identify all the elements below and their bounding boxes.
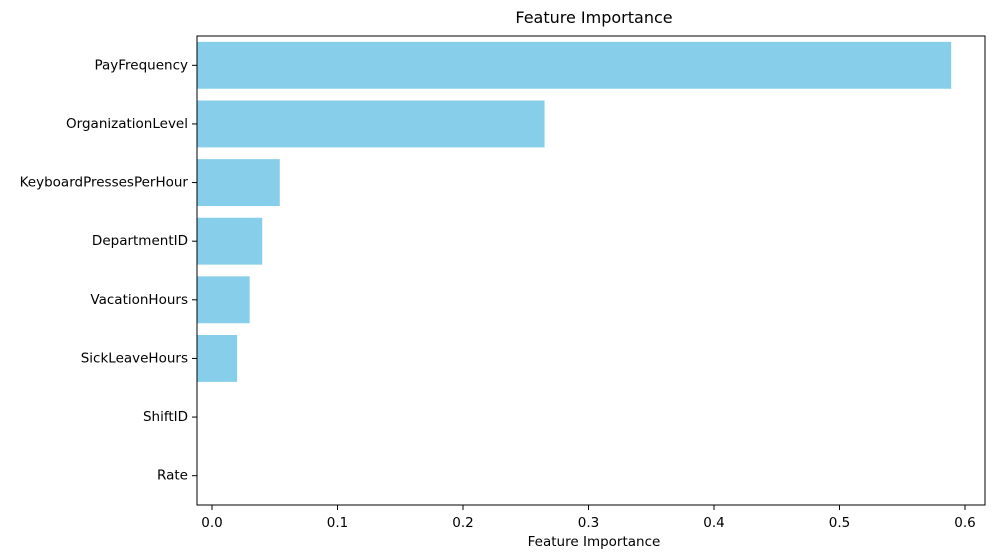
y-tick-label: Rate xyxy=(157,468,188,484)
x-tick-label: 0.0 xyxy=(201,515,222,531)
y-tick-label: ShiftID xyxy=(143,409,188,425)
x-tick-label: 0.2 xyxy=(452,515,473,531)
y-tick-label: KeyboardPressesPerHour xyxy=(20,175,189,191)
x-tick-label: 0.6 xyxy=(954,515,975,531)
x-tick-label: 0.5 xyxy=(829,515,850,531)
x-tick-label: 0.3 xyxy=(578,515,599,531)
y-tick-label: DepartmentID xyxy=(92,233,188,249)
y-tick-label: OrganizationLevel xyxy=(66,116,188,132)
y-tick-label: VacationHours xyxy=(90,292,188,308)
bar-group xyxy=(197,41,952,382)
x-tick-label: 0.4 xyxy=(703,515,724,531)
x-axis-ticks: 0.0 0.1 0.2 0.3 0.4 0.5 0.6 xyxy=(201,505,976,531)
bar-PayFrequency xyxy=(197,41,952,89)
chart-title: Feature Importance xyxy=(515,8,672,27)
bar-SickLeaveHours xyxy=(197,334,238,382)
x-tick-label: 0.1 xyxy=(327,515,348,531)
plot-frame xyxy=(196,35,986,506)
x-axis-label: Feature Importance xyxy=(528,534,661,550)
bar-VacationHours xyxy=(197,276,250,324)
y-axis-ticks: PayFrequency OrganizationLevel KeyboardPre… xyxy=(20,57,197,484)
y-tick-label: PayFrequency xyxy=(94,57,188,73)
bar-DepartmentID xyxy=(197,217,263,265)
bar-KeyboardPressesPerHour xyxy=(197,159,280,207)
bar-OrganizationLevel xyxy=(197,100,545,148)
y-tick-label: SickLeaveHours xyxy=(81,350,188,366)
